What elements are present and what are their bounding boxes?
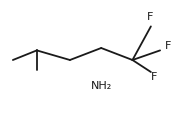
Text: F: F [151,72,157,82]
Text: F: F [147,12,153,22]
Text: F: F [165,41,171,51]
Text: NH₂: NH₂ [91,81,112,91]
